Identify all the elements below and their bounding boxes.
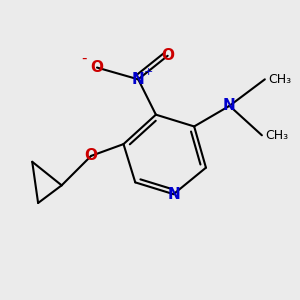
- Text: -: -: [81, 51, 86, 66]
- Text: +: +: [144, 67, 153, 77]
- Text: N: N: [223, 98, 236, 113]
- Text: O: O: [85, 148, 98, 164]
- Text: N: N: [167, 187, 180, 202]
- Text: O: O: [161, 48, 174, 63]
- Text: O: O: [91, 60, 103, 75]
- Text: CH₃: CH₃: [265, 129, 288, 142]
- Text: CH₃: CH₃: [268, 73, 291, 86]
- Text: N: N: [132, 72, 145, 87]
